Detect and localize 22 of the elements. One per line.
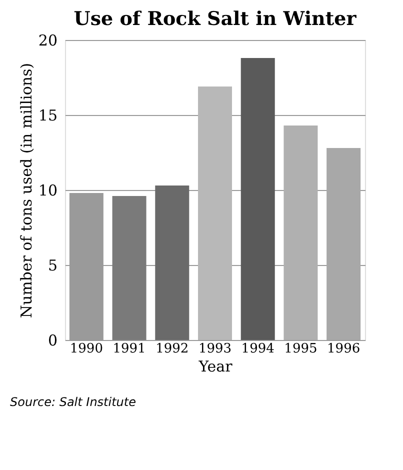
x-tick-label: 1995 bbox=[284, 342, 318, 356]
bar bbox=[240, 58, 275, 340]
bar bbox=[326, 148, 361, 340]
y-tick-label: 15 bbox=[38, 106, 58, 124]
x-tick-label: 1996 bbox=[327, 342, 360, 356]
y-tick-label: 5 bbox=[48, 256, 58, 274]
x-tick-label: 1990 bbox=[70, 342, 103, 356]
bar bbox=[155, 186, 190, 340]
y-tick-label: 0 bbox=[48, 332, 58, 350]
bar bbox=[198, 86, 232, 340]
y-tick-label: 10 bbox=[38, 182, 58, 200]
bar bbox=[112, 196, 146, 340]
source-note: Source: Salt Institute bbox=[10, 395, 136, 409]
x-tick-label: 1991 bbox=[112, 342, 146, 356]
bar bbox=[284, 126, 318, 340]
y-tick-label: 20 bbox=[38, 32, 58, 50]
x-tick-label: 1992 bbox=[156, 342, 189, 356]
x-tick-label: 1994 bbox=[241, 342, 274, 356]
x-tick-label: 1993 bbox=[198, 342, 232, 356]
x-axis-title: Year bbox=[198, 358, 234, 376]
chart-title: Use of Rock Salt in Winter bbox=[74, 8, 358, 30]
y-axis-title: Number of tons used (in millions) bbox=[17, 62, 36, 318]
